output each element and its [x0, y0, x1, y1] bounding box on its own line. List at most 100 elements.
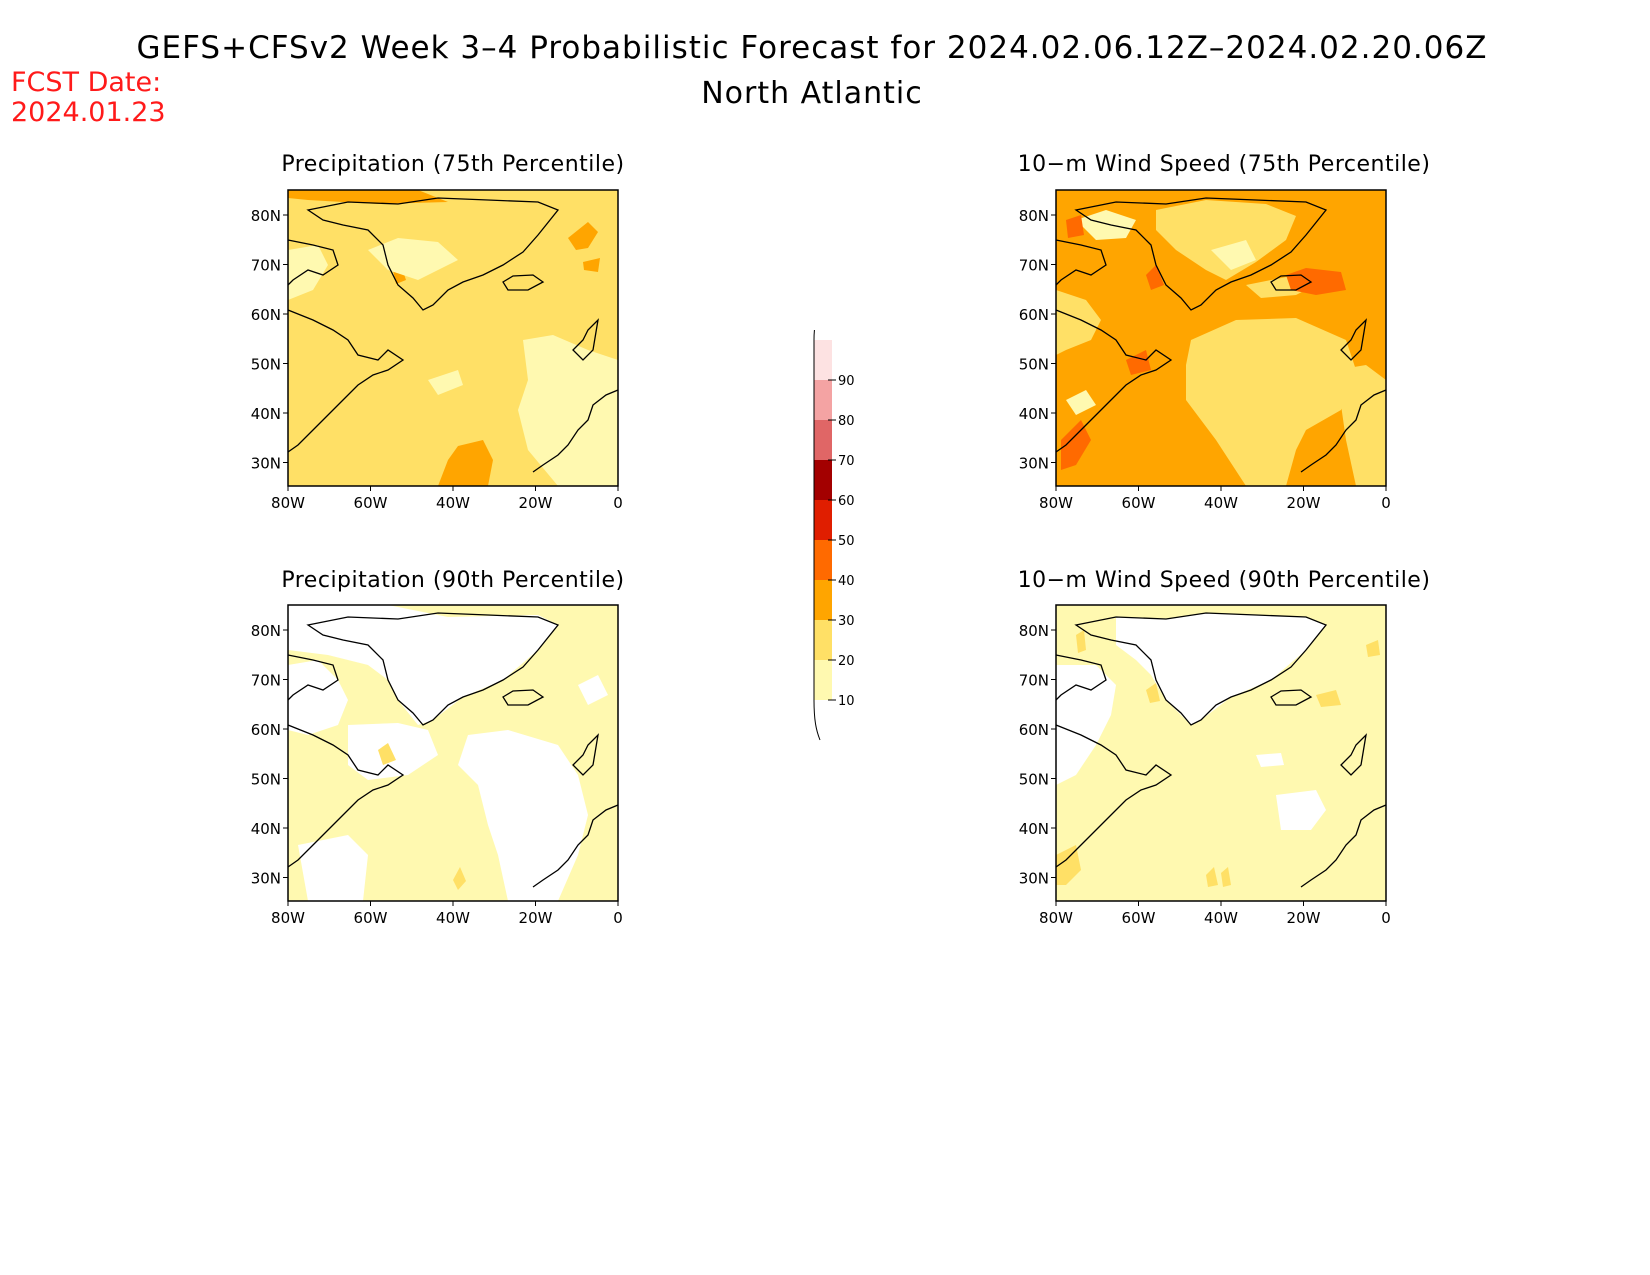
lat-tick-label: 40N	[251, 405, 281, 423]
contour-band-10-20	[428, 370, 463, 395]
contour-band-10-20	[578, 420, 618, 486]
lat-tick-label: 40N	[1019, 405, 1049, 423]
main-title: GEFS+CFSv2 Week 3–4 Probabilistic Foreca…	[136, 30, 1488, 66]
contour-band-0-10	[288, 660, 348, 735]
colorbar-swatch	[814, 620, 832, 660]
contour-band-20-30	[1366, 640, 1380, 657]
contour-band-20-30	[1076, 630, 1086, 653]
contour-band-10-20	[1066, 390, 1096, 415]
contour-band-20-30	[1056, 845, 1081, 885]
lat-tick-label: 30N	[1019, 455, 1049, 473]
panel-title-wind-75: 10−m Wind Speed (75th Percentile)	[1017, 152, 1431, 177]
colorbar-swatch	[814, 580, 832, 620]
coastline	[1055, 197, 1387, 473]
lat-tick-label: 80N	[1019, 207, 1049, 225]
lon-tick-label: 20W	[1287, 494, 1321, 512]
lat-tick-label: 60N	[1019, 306, 1049, 324]
contour-band-0-10	[1256, 753, 1284, 767]
map-panel-precip-90: 80W 60W 40W 20W 0 80N 70N 60N 50N 40N 30N	[220, 595, 640, 944]
contour-band-20-30	[1186, 318, 1356, 486]
contour-band-10-20	[288, 245, 328, 300]
contour-band-40-50	[1146, 265, 1164, 290]
lat-tick-label: 80N	[1019, 622, 1049, 640]
contour-band-20-30	[1156, 200, 1296, 280]
colorbar-tick-label: 60	[838, 494, 855, 509]
lat-tick-label: 40N	[1019, 820, 1049, 838]
contour-band-40-50	[1066, 215, 1084, 238]
contour-band-20-30	[1316, 690, 1341, 707]
lat-tick-label: 70N	[251, 257, 281, 275]
lat-tick-label: 50N	[251, 771, 281, 789]
contour-band-10-20	[1076, 210, 1136, 240]
contour-band-40-50	[1126, 350, 1151, 375]
map-panel-wind-75: 80W 60W 40W 20W 0 80N 70N 60N 50N 40N 30N	[988, 180, 1408, 529]
colorbar-swatch	[814, 500, 832, 540]
lon-tick-label: 0	[1381, 494, 1391, 512]
lon-tick-label: 60W	[1122, 909, 1156, 927]
colorbar-tick-label: 90	[838, 374, 855, 389]
lon-tick-label: 0	[1381, 909, 1391, 927]
coastline	[287, 197, 619, 473]
lat-tick-label: 30N	[251, 455, 281, 473]
contour-band-0-10	[578, 675, 608, 705]
lon-tick-label: 80W	[271, 909, 305, 927]
lat-tick-label: 50N	[1019, 356, 1049, 374]
lat-tick-label: 60N	[251, 721, 281, 739]
contour-band-0-10	[1056, 665, 1116, 785]
lon-tick-label: 80W	[1039, 494, 1073, 512]
lat-tick-label: 80N	[251, 207, 281, 225]
lat-tick-label: 50N	[1019, 771, 1049, 789]
panel-title-wind-90: 10−m Wind Speed (90th Percentile)	[1017, 568, 1431, 593]
colorbar-legend: 10 20 30 40 50 60 70 80 90	[800, 309, 880, 754]
panel-title-precip-75: Precipitation (75th Percentile)	[281, 152, 625, 177]
contour-band-20-30	[1206, 867, 1218, 887]
contour-band-20-30	[1221, 867, 1231, 887]
lat-tick-label: 70N	[1019, 257, 1049, 275]
colorbar-tick-label: 80	[838, 414, 855, 429]
lon-tick-label: 40W	[436, 909, 470, 927]
lon-tick-label: 80W	[271, 494, 305, 512]
contour-band-0-10	[298, 835, 368, 901]
lat-tick-label: 40N	[251, 820, 281, 838]
lon-tick-label: 20W	[519, 909, 553, 927]
colorbar-tick-label: 40	[838, 574, 855, 589]
lon-tick-label: 40W	[1204, 909, 1238, 927]
colorbar-swatch	[814, 460, 832, 500]
colorbar-tick-label: 50	[838, 534, 855, 549]
contour-band-30-40	[438, 440, 493, 486]
lon-tick-label: 60W	[354, 494, 388, 512]
map-panel-wind-90: 80W 60W 40W 20W 0 80N 70N 60N 50N 40N 30N	[988, 595, 1408, 944]
lon-tick-label: 0	[613, 909, 623, 927]
lon-tick-label: 40W	[1204, 494, 1238, 512]
colorbar-swatch	[814, 420, 832, 460]
colorbar-swatch	[814, 340, 832, 380]
contour-band-0-10	[458, 730, 588, 901]
lat-tick-label: 70N	[1019, 672, 1049, 690]
contour-band-40-50	[1061, 420, 1091, 470]
contour-band-30-40	[583, 258, 600, 272]
colorbar-end-cap	[813, 309, 821, 341]
lat-tick-label: 30N	[251, 870, 281, 888]
colorbar-tick-label: 10	[838, 694, 855, 709]
colorbar-swatch	[814, 380, 832, 420]
colorbar-tick-label: 70	[838, 454, 855, 469]
lat-tick-label: 60N	[1019, 721, 1049, 739]
forecast-date-value: 2024.01.23	[11, 97, 166, 128]
lon-tick-label: 60W	[1122, 494, 1156, 512]
lon-tick-label: 40W	[436, 494, 470, 512]
lat-tick-label: 80N	[251, 622, 281, 640]
contour-band-20-30	[378, 743, 396, 765]
colorbar-swatch	[814, 660, 832, 700]
lon-tick-label: 60W	[354, 909, 388, 927]
contour-band-0-10	[348, 723, 438, 780]
contour-band-30-40	[568, 222, 598, 250]
forecast-date-label: FCST Date:	[11, 67, 162, 98]
contour-band-30-40	[288, 190, 448, 204]
colorbar-swatch	[814, 540, 832, 580]
panel-title-precip-90: Precipitation (90th Percentile)	[281, 568, 625, 593]
contour-band-0-10	[1276, 790, 1326, 830]
contour-band-10-20	[1211, 240, 1256, 270]
coastline	[1055, 612, 1387, 888]
lon-tick-label: 80W	[1039, 909, 1073, 927]
lon-tick-label: 20W	[519, 494, 553, 512]
